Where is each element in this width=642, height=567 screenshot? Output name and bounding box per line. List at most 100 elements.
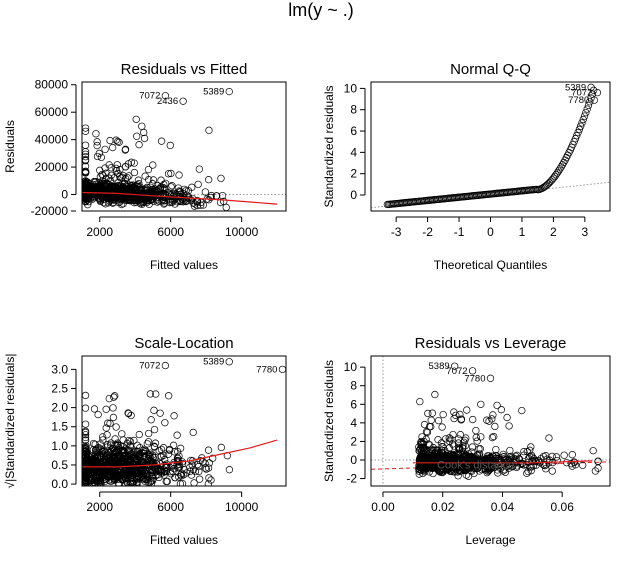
x-tick-label: 0.04: [491, 500, 515, 514]
data-point: [485, 452, 493, 460]
data-point: [457, 416, 465, 424]
data-point: [557, 163, 565, 171]
plot-area: [82, 87, 286, 211]
data-point: [164, 189, 172, 197]
data-point: [98, 170, 106, 179]
data-point: [440, 461, 448, 469]
data-point: [103, 443, 112, 451]
data-point: [586, 98, 594, 106]
data-point: [96, 478, 105, 486]
data-point: [131, 186, 140, 194]
data-point: [434, 416, 443, 425]
data-point: [501, 466, 509, 474]
data-point: [220, 197, 228, 206]
data-point: [173, 431, 181, 439]
panel-title: Normal Q-Q: [450, 61, 531, 78]
x-tick-label: 6000: [157, 225, 184, 239]
data-point: [512, 452, 520, 460]
data-point: [118, 173, 126, 181]
data-point: [492, 445, 500, 454]
smoother-line: [82, 191, 278, 205]
data-point: [112, 423, 120, 431]
data-point: [91, 451, 99, 459]
data-point: [146, 390, 154, 398]
data-point: [167, 183, 175, 191]
data-point: [548, 467, 556, 475]
data-point: [109, 404, 117, 412]
data-point: [207, 476, 215, 484]
data-point: [418, 433, 426, 441]
data-point: [520, 451, 528, 459]
data-point: [189, 428, 197, 437]
data-point: [100, 475, 108, 483]
data-point: [175, 188, 183, 196]
data-point: [96, 194, 104, 203]
point-label: 5389: [565, 82, 586, 93]
data-point: [145, 194, 153, 202]
y-tick-label: 1.5: [51, 420, 68, 434]
data-point: [98, 433, 107, 441]
data-point: [103, 441, 112, 449]
data-point: [429, 446, 437, 455]
data-point: [156, 185, 165, 193]
data-point: [170, 465, 178, 473]
data-point: [438, 423, 446, 431]
data-point: [130, 159, 138, 167]
panel-title: Scale-Location: [134, 335, 233, 352]
y-tick-label: 2: [350, 434, 357, 448]
data-point: [493, 401, 501, 410]
y-tick-label: 3.0: [51, 362, 68, 376]
data-point: [542, 465, 550, 473]
y-tick-label: 80000: [35, 78, 69, 92]
data-point: [160, 471, 168, 479]
data-point: [82, 195, 90, 203]
point-label: 5389: [429, 361, 450, 372]
data-point: [469, 461, 477, 469]
x-tick-label: -3: [391, 225, 402, 239]
data-point: [152, 471, 160, 479]
data-point: [438, 465, 446, 473]
data-point: [485, 417, 493, 425]
data-point: [501, 468, 510, 476]
data-point: [431, 390, 439, 399]
data-point: [560, 451, 568, 459]
data-point: [575, 125, 584, 134]
y-tick-label: 0: [350, 453, 357, 467]
point-label: 7780: [568, 95, 589, 106]
data-point: [591, 467, 600, 475]
data-point: [491, 422, 499, 431]
data-point: [159, 444, 168, 452]
data-point: [120, 446, 128, 455]
data-point: [137, 474, 145, 482]
data-point: [82, 420, 90, 428]
data-point: [532, 457, 540, 465]
data-point: [472, 433, 480, 442]
x-tick-label: -2: [422, 225, 433, 239]
data-point: [452, 411, 460, 420]
data-point: [144, 438, 153, 446]
data-point: [506, 446, 514, 455]
data-point: [92, 130, 100, 138]
data-point: [579, 115, 587, 124]
data-point: [118, 186, 126, 194]
data-point: [508, 463, 516, 471]
point-label: 7072: [446, 366, 467, 377]
data-point: [461, 442, 469, 450]
data-point: [149, 193, 157, 201]
data-point: [147, 416, 155, 424]
data-point: [583, 105, 591, 113]
data-point: [552, 171, 560, 179]
data-point: [471, 460, 479, 468]
data-point: [82, 442, 90, 450]
data-point: [121, 146, 129, 154]
y-tick-label: 2: [350, 167, 357, 181]
plot-area: [371, 356, 610, 486]
y-tick-label: 20000: [35, 160, 69, 174]
point-label: 5389: [203, 87, 224, 98]
panel-title: Residuals vs Leverage: [415, 335, 567, 352]
data-point: [189, 466, 198, 474]
data-point: [106, 136, 114, 145]
data-point: [222, 203, 230, 211]
data-point: [150, 406, 158, 414]
data-point: [419, 465, 427, 473]
